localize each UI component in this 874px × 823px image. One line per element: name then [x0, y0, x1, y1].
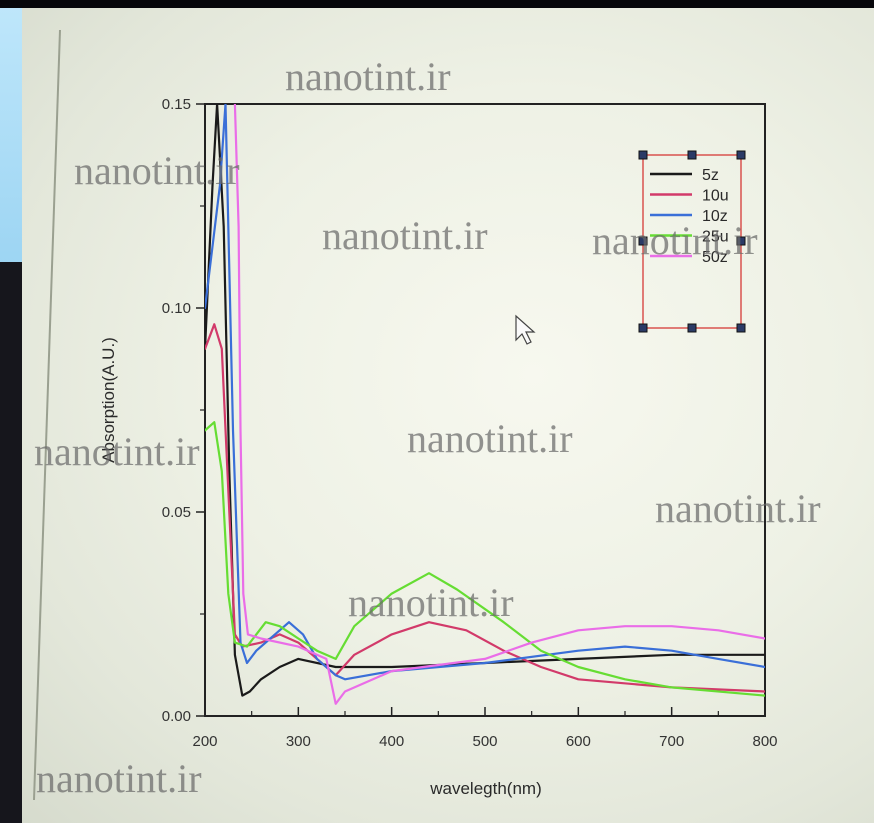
legend-label: 5z — [702, 167, 719, 184]
x-tick-label: 400 — [379, 733, 404, 750]
y-tick-label: 0.00 — [162, 708, 191, 725]
watermark: nanotint.ir — [655, 486, 821, 531]
resize-handle[interactable] — [736, 323, 746, 333]
x-tick-label: 600 — [566, 733, 591, 750]
resize-handle[interactable] — [638, 150, 648, 160]
legend[interactable]: 5z 10u 10z 25u 50z — [638, 150, 746, 333]
legend-items: 5z 10u 10z 25u 50z — [650, 167, 729, 266]
legend-label: 10z — [702, 208, 728, 225]
watermark: nanotint.ir — [74, 148, 240, 193]
x-tick-label: 800 — [752, 733, 777, 750]
series-line-5z — [205, 104, 765, 697]
resize-handle[interactable] — [638, 323, 648, 333]
watermark: nanotint.ir — [592, 218, 758, 263]
y-tick-label: 0.15 — [162, 96, 191, 113]
legend-label: 50z — [702, 249, 728, 266]
x-axis-title: wavelegth(nm) — [429, 779, 542, 798]
watermark: nanotint.ir — [34, 429, 200, 474]
monitor-bezel — [0, 262, 22, 823]
axis-tick-labels: 200 300 400 500 600 700 800 0.00 0.05 0.10 0.15 — [162, 96, 778, 750]
resize-handle[interactable] — [736, 236, 746, 246]
x-tick-label: 500 — [472, 733, 497, 750]
resize-handle[interactable] — [687, 323, 697, 333]
series-line-50z — [233, 104, 765, 705]
legend-label: 10u — [702, 188, 729, 205]
legend-label: 25u — [702, 229, 729, 246]
legend-handles[interactable] — [638, 150, 746, 333]
resize-handle[interactable] — [687, 150, 697, 160]
y-tick-label: 0.10 — [162, 300, 191, 317]
resize-handle[interactable] — [736, 150, 746, 160]
watermark: nanotint.ir — [348, 580, 514, 625]
watermark: nanotint.ir — [36, 756, 202, 801]
resize-handle[interactable] — [638, 236, 648, 246]
top-bezel — [0, 0, 874, 8]
watermark: nanotint.ir — [285, 54, 451, 99]
series-line-25u — [205, 421, 765, 697]
watermarks: nanotint.ir nanotint.ir nanotint.ir nano… — [34, 54, 821, 801]
watermark: nanotint.ir — [407, 416, 573, 461]
screen-background — [22, 8, 874, 823]
y-tick-label: 0.05 — [162, 504, 191, 521]
watermark: nanotint.ir — [322, 213, 488, 258]
x-tick-label: 700 — [659, 733, 684, 750]
vertical-frame-line — [33, 29, 61, 801]
x-tick-label: 300 — [286, 733, 311, 750]
y-axis-title: Absorption(A.U.) — [99, 337, 118, 463]
series-layer — [205, 104, 765, 705]
axis-ticks — [196, 103, 766, 717]
mouse-cursor-icon — [515, 314, 536, 345]
x-tick-label: 200 — [192, 733, 217, 750]
